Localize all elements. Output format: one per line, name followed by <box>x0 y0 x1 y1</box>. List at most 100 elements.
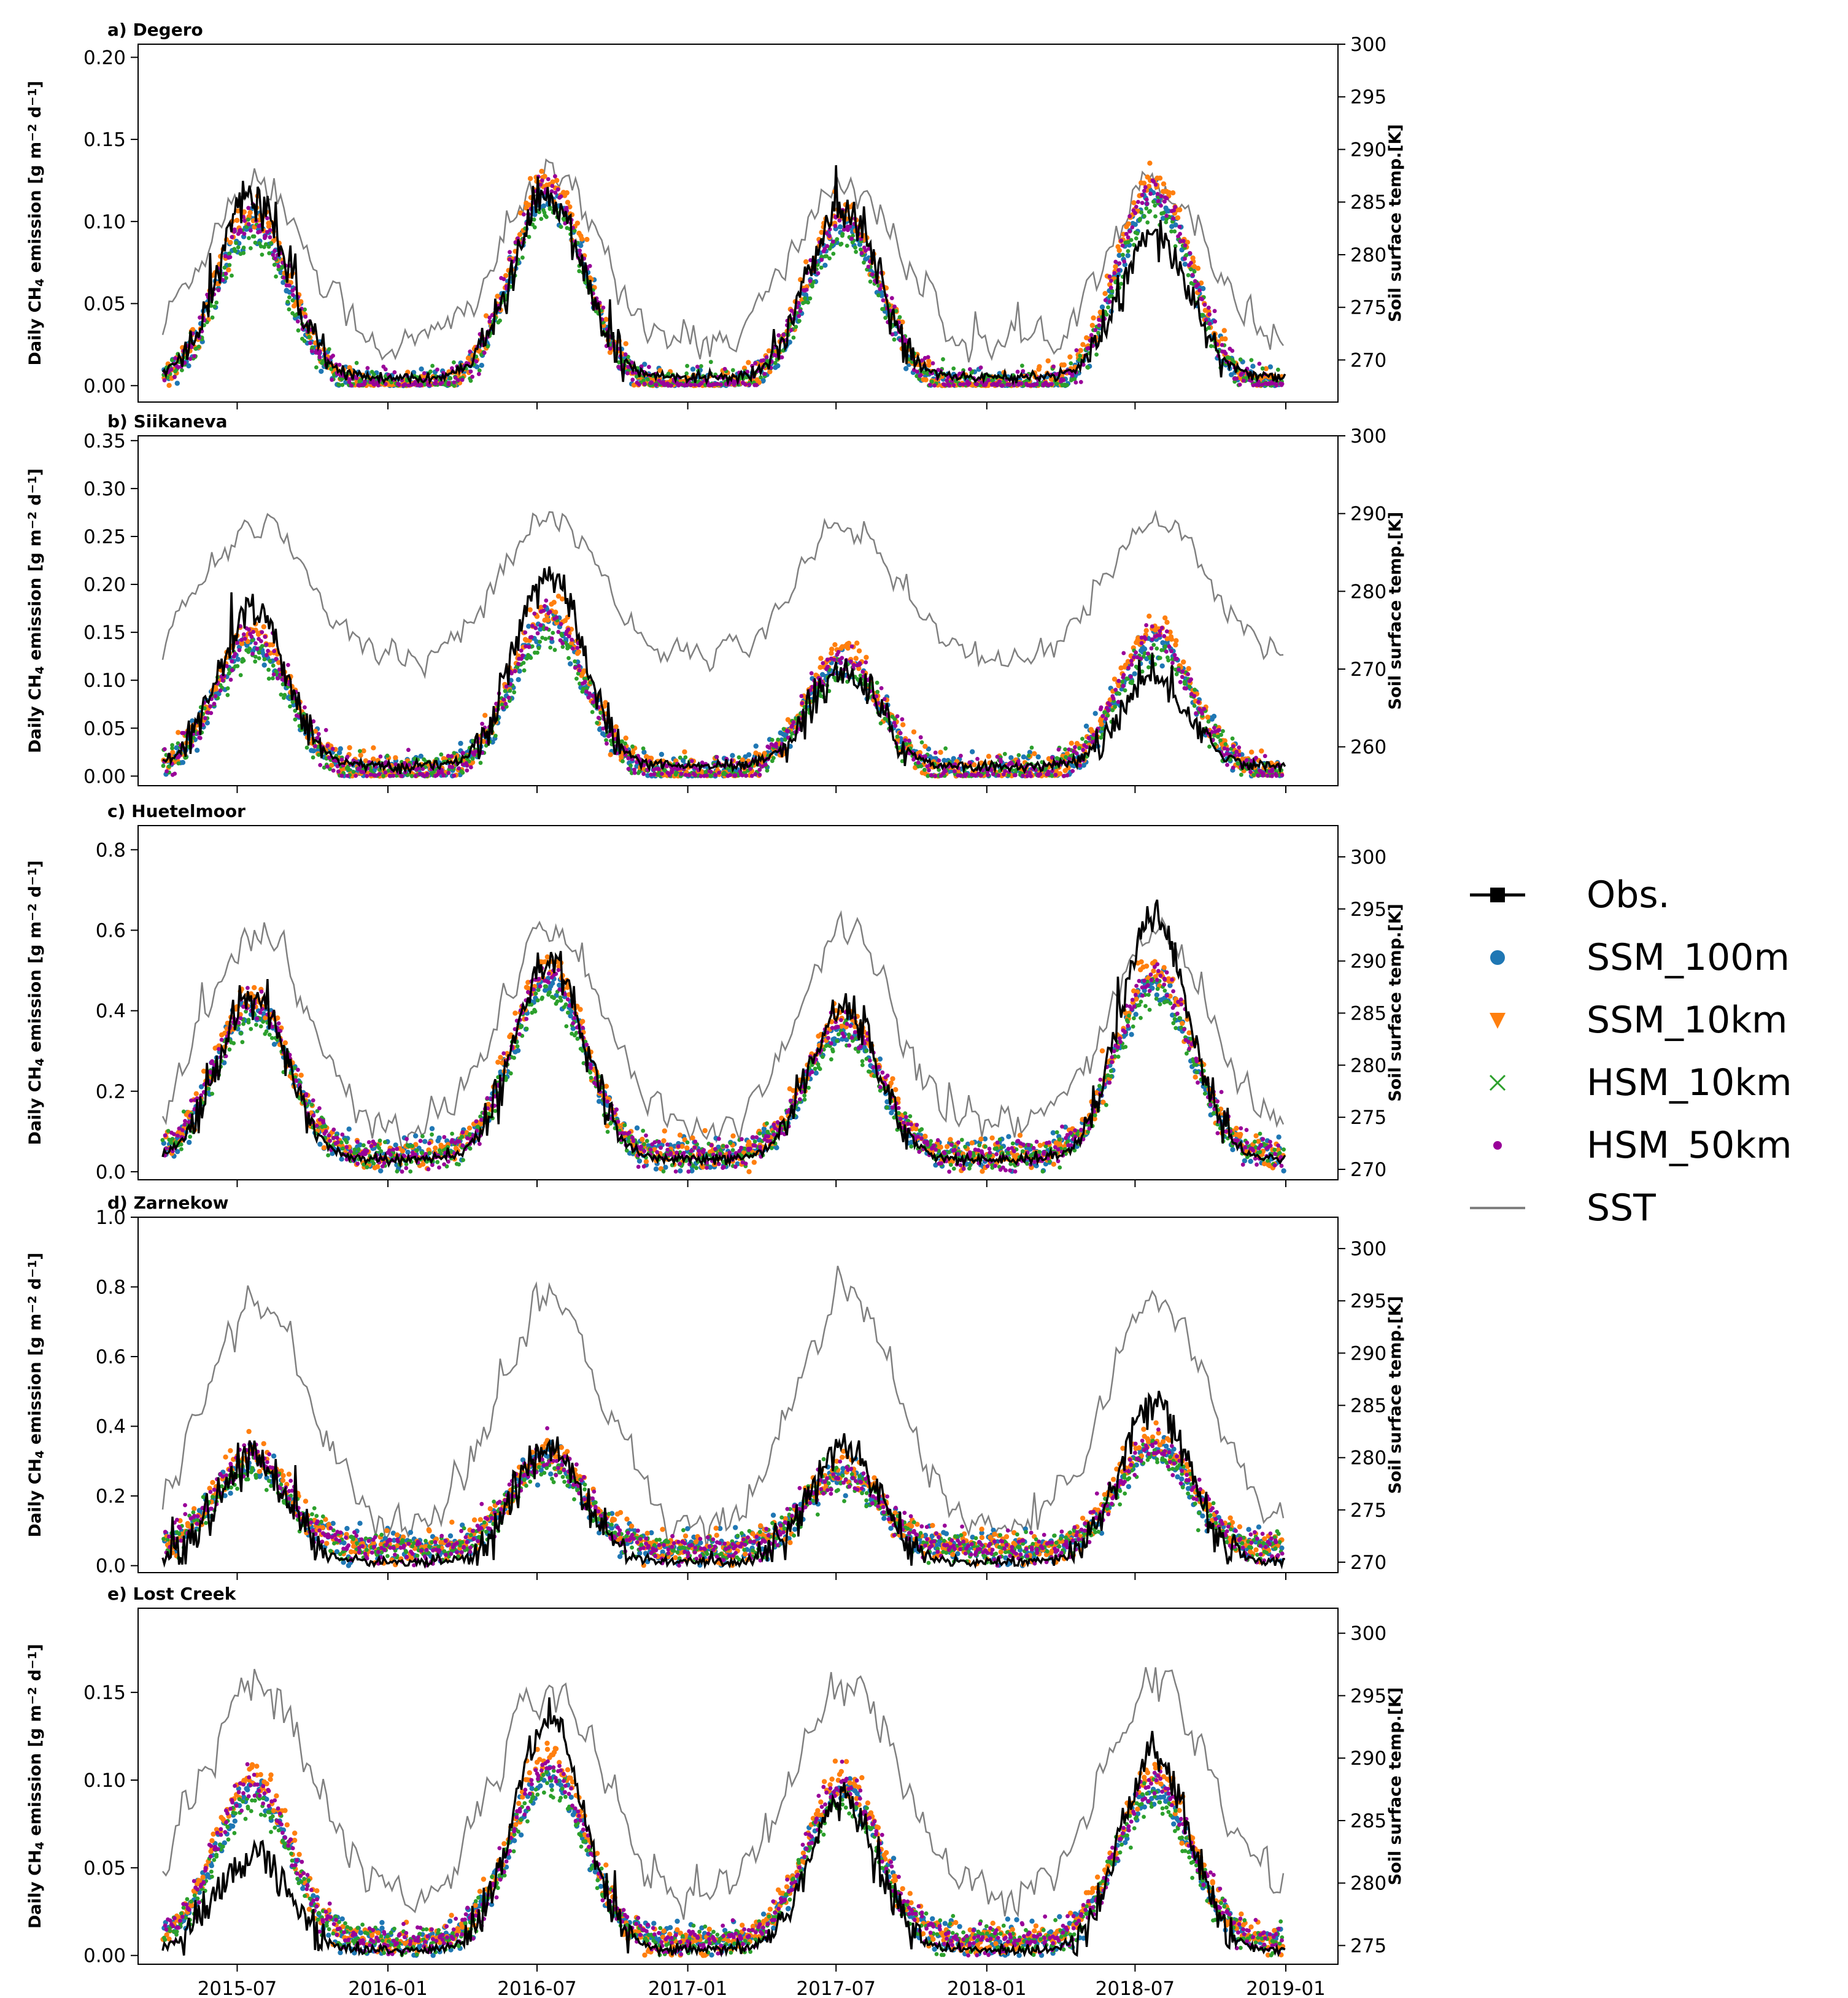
model-point <box>354 773 358 778</box>
model-point <box>1144 206 1149 211</box>
model-point <box>435 367 439 372</box>
model-point <box>1107 274 1112 279</box>
model-point <box>897 315 902 320</box>
model-point <box>247 236 251 241</box>
model-point <box>1192 269 1197 274</box>
model-point <box>258 229 263 234</box>
model-point <box>849 236 854 241</box>
model-point <box>209 303 214 308</box>
model-point <box>1122 259 1127 264</box>
model-point <box>623 341 628 347</box>
model-point <box>1002 751 1007 756</box>
model-point <box>255 646 260 651</box>
model-point <box>845 244 849 248</box>
model-point <box>550 184 555 188</box>
model-point <box>1169 637 1175 642</box>
model-point <box>1223 336 1228 342</box>
model-point <box>764 355 769 360</box>
model-point <box>1051 364 1056 369</box>
model-point <box>361 748 366 754</box>
model-point <box>501 277 506 282</box>
y2-axis-label: Soil surface temp.[K] <box>1386 124 1405 322</box>
model-point <box>1116 247 1122 254</box>
model-point <box>1153 203 1158 208</box>
model-point <box>539 178 544 183</box>
model-point <box>1177 207 1183 212</box>
model-point <box>493 734 498 738</box>
model-point <box>1131 200 1137 206</box>
model-point <box>797 319 802 323</box>
model-point <box>947 383 952 388</box>
model-point <box>601 305 606 310</box>
model-point <box>781 348 786 353</box>
model-point <box>276 267 281 272</box>
model-point <box>883 316 887 320</box>
model-point <box>868 279 873 284</box>
model-point <box>532 225 537 230</box>
model-point <box>854 640 860 646</box>
model-point <box>719 382 724 387</box>
model-point <box>164 769 169 773</box>
model-point <box>337 363 342 367</box>
model-point <box>535 650 539 655</box>
model-point <box>623 741 627 746</box>
model-point <box>1054 382 1059 386</box>
model-point <box>549 189 554 194</box>
model-point <box>273 249 277 253</box>
model-point <box>220 678 225 683</box>
model-point <box>428 369 433 374</box>
model-point <box>1061 378 1066 382</box>
model-point <box>371 372 376 377</box>
model-point <box>212 304 217 309</box>
model-point <box>522 668 527 673</box>
model-point <box>866 265 871 269</box>
model-point <box>1093 328 1098 333</box>
model-point <box>295 319 300 323</box>
model-point <box>1207 322 1212 326</box>
model-point <box>468 349 473 354</box>
model-point <box>419 366 424 372</box>
model-point <box>642 381 647 386</box>
model-point <box>1065 383 1069 387</box>
y-tick-label: 0.00 <box>83 375 126 397</box>
model-point <box>532 217 536 222</box>
model-point <box>487 316 492 320</box>
model-point <box>547 205 552 210</box>
model-point <box>566 656 571 660</box>
model-point <box>1129 238 1134 242</box>
model-point <box>1178 231 1182 236</box>
model-point <box>1156 199 1161 204</box>
model-point <box>1241 378 1246 383</box>
model-point <box>773 360 778 365</box>
model-point <box>822 247 827 252</box>
model-point <box>961 382 965 387</box>
model-point <box>351 770 356 774</box>
model-point <box>1147 160 1153 166</box>
model-point <box>538 640 542 644</box>
model-point <box>682 749 687 755</box>
model-point <box>317 355 322 360</box>
model-point <box>162 747 167 751</box>
model-point <box>246 222 251 227</box>
y2-tick-label: 270 <box>1350 659 1386 681</box>
model-point <box>1267 364 1274 370</box>
model-point <box>230 659 234 664</box>
model-point <box>371 756 376 762</box>
model-point <box>345 773 350 778</box>
model-point <box>1035 754 1041 760</box>
model-point <box>803 259 809 265</box>
model-point <box>837 218 842 223</box>
model-point <box>766 348 772 354</box>
model-point <box>331 354 335 358</box>
model-point <box>787 339 792 345</box>
y-tick-label: 0.05 <box>83 293 126 316</box>
model-point <box>839 241 844 246</box>
model-point <box>1019 381 1024 386</box>
model-point <box>553 190 558 195</box>
model-point <box>1151 199 1156 204</box>
model-point <box>837 224 843 230</box>
model-point <box>1113 264 1118 269</box>
model-point <box>1185 239 1191 245</box>
obs-line <box>161 165 1286 387</box>
model-point <box>213 694 218 699</box>
